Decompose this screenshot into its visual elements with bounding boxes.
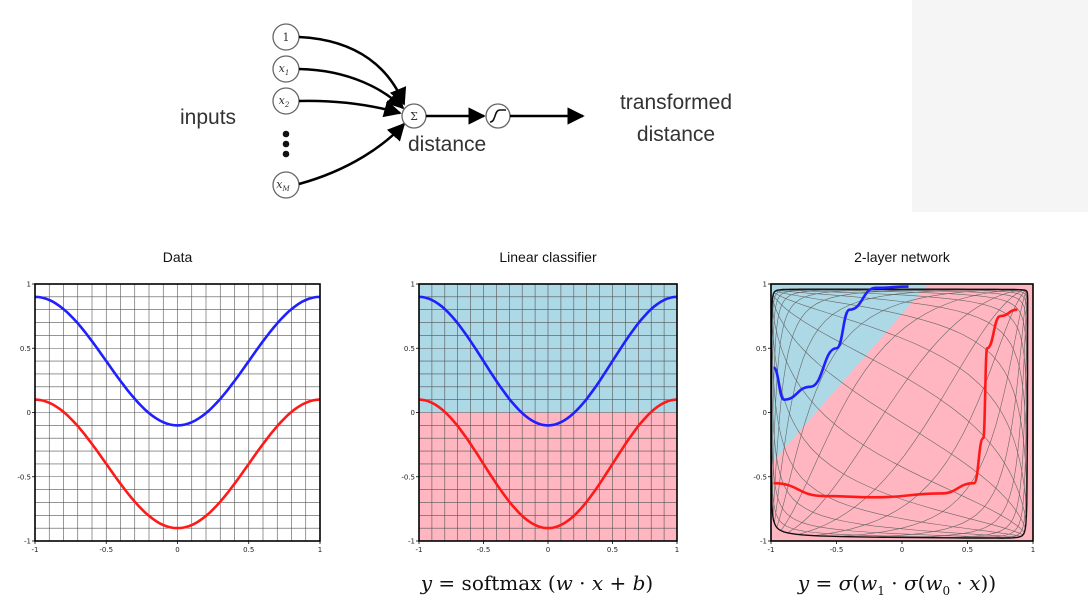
grid: [771, 284, 1033, 541]
linear-formula: y = softmax (w · x + b): [420, 571, 653, 595]
input-node-1-label: 1: [283, 31, 290, 44]
y-tick-label: 1: [27, 281, 31, 289]
x-tick-label: -0.5: [99, 546, 113, 554]
red-series-line: [419, 398, 677, 530]
edge-xM: [298, 122, 406, 186]
y-tick-label: -1: [760, 538, 767, 546]
x-tick-label: 0.5: [962, 546, 973, 554]
y-tick-label: 1: [411, 281, 415, 289]
x-tick-label: 0: [900, 546, 904, 554]
x-tick-label: 0.5: [243, 546, 254, 554]
x-tick-label: -1: [416, 546, 423, 554]
blue-series-line: [772, 285, 909, 401]
x-tick-label: 0: [175, 546, 179, 554]
y-tick-label: 0: [763, 409, 767, 417]
x-tick-label: -1: [768, 546, 775, 554]
panel-title: 2-layer network: [854, 249, 951, 265]
x-tick-label: 1: [318, 546, 322, 554]
input-node-x1: x1: [272, 55, 300, 83]
y-tick-label: 0.5: [404, 345, 415, 353]
input-node-x2: x2: [272, 87, 300, 115]
x-tick-label: 0.5: [607, 546, 618, 554]
x-tick-label: 0: [546, 546, 550, 554]
y-tick-label: -0.5: [17, 473, 31, 481]
edge-x2: [298, 99, 402, 118]
y-tick-label: 0.5: [20, 345, 31, 353]
grid: [35, 284, 320, 541]
y-tick-label: 0.5: [756, 345, 767, 353]
ellipsis-dots: [282, 130, 290, 158]
y-tick-label: -1: [24, 538, 31, 546]
x-tick-label: -1: [32, 546, 39, 554]
blue-series-line: [35, 295, 320, 427]
linear-classifier-panel: Linear classifier -1 -0.5 0 0.5 1 1 0.5 0 -0.5 -1: [401, 249, 679, 554]
input-node-x2-label: x2: [279, 94, 290, 109]
grid: [419, 284, 677, 541]
y-tick-label: 0: [27, 409, 31, 417]
inputs-label: inputs: [180, 106, 236, 129]
network-diagram: inputs 1 x1 x2 xM: [180, 23, 732, 199]
input-node-xM: xM: [272, 171, 300, 199]
sum-node: Σ: [401, 103, 427, 129]
y-tick-label: 0: [411, 409, 415, 417]
input-connections: [298, 35, 407, 186]
red-series-line: [35, 398, 320, 530]
panel-title: Linear classifier: [499, 249, 597, 265]
sigmoid-node: [485, 103, 511, 129]
y-tick-label: 1: [763, 281, 767, 289]
y-tick-label: -1: [408, 538, 415, 546]
output-label-line1: transformed: [620, 91, 732, 114]
class-region: [771, 284, 929, 464]
distance-label: distance: [408, 133, 486, 156]
input-node-1: 1: [272, 23, 300, 51]
x-tick-label: 1: [675, 546, 679, 554]
panel-title: Data: [163, 249, 193, 265]
x-tick-label: -0.5: [477, 546, 491, 554]
warped-boundary: [771, 288, 1029, 539]
two-layer-network-panel: 2-layer network -1 -0.5 0 0.5 1 1 0.5 0 -0.5 -1: [753, 249, 1035, 554]
x-tick-label: 1: [1031, 546, 1035, 554]
sigmoid-icon: [489, 109, 506, 123]
grey-corner-panel: [912, 0, 1088, 212]
blue-series-line: [419, 295, 677, 427]
sum-symbol: Σ: [410, 110, 418, 123]
input-node-x1-label: x1: [279, 62, 290, 77]
network-formula: y = σ(w1 · σ(w0 · x)): [797, 571, 996, 598]
data-panel: Data -1 -0.5 0 0.5 1 1 0.5 0 -0.5 -1: [17, 249, 322, 554]
y-tick-label: -0.5: [753, 473, 767, 481]
x-tick-label: -0.5: [830, 546, 844, 554]
red-series-line: [773, 308, 1018, 499]
y-tick-label: -0.5: [401, 473, 415, 481]
output-label-line2: distance: [637, 123, 715, 146]
